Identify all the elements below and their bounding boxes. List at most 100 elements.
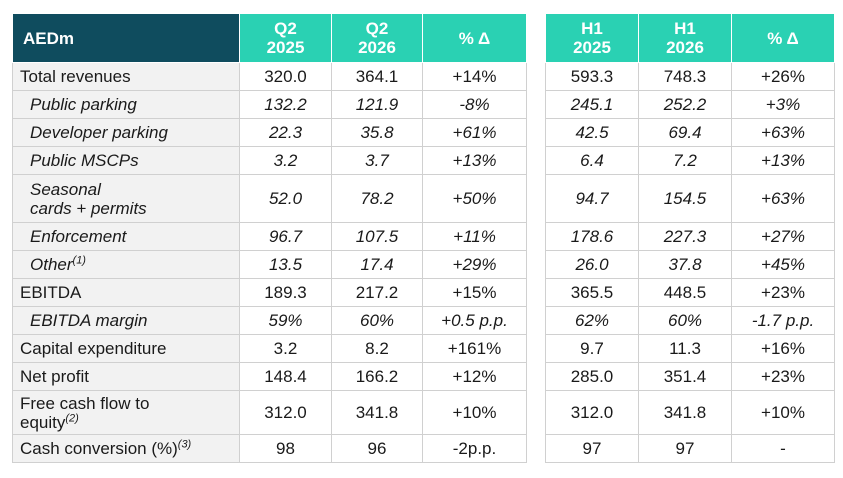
cell-h1-2025: 94.7 (545, 174, 639, 223)
footnote-marker: (3) (177, 438, 192, 451)
row-label: Developer parking (12, 118, 240, 147)
cell-q-delta: +161% (422, 334, 527, 363)
cell-q-delta: -2p.p. (422, 434, 527, 463)
row-label: Enforcement (12, 222, 240, 251)
header-h1-2025: H1 2025 (545, 13, 639, 63)
table-row: Capital expenditure 3.2 8.2 +161% (12, 334, 527, 363)
cell-h-delta: - (731, 434, 835, 463)
header-row: H1 2025 H1 2026 % Δ (545, 13, 835, 63)
cell-q2-2026: 166.2 (331, 362, 423, 391)
cell-h1-2025: 178.6 (545, 222, 639, 251)
cell-q-delta: +15% (422, 278, 527, 307)
table-row: Cash conversion (%)(3) 98 96 -2p.p. (12, 434, 527, 463)
cell-h1-2026: 748.3 (638, 62, 732, 91)
cell-q-delta: +11% (422, 222, 527, 251)
quarterly-table: AEDm Q2 2025 Q2 2026 % Δ Total revenues 320… (12, 13, 527, 463)
cell-h-delta: +63% (731, 174, 835, 223)
cell-h-delta: +45% (731, 250, 835, 279)
table-row: Enforcement 96.7 107.5 +11% (12, 222, 527, 251)
table-row: Public parking 132.2 121.9 -8% (12, 90, 527, 119)
row-label: Cash conversion (%)(3) (12, 434, 240, 463)
cell-h1-2026: 37.8 (638, 250, 732, 279)
cell-q2-2025: 13.5 (239, 250, 332, 279)
row-label: EBITDA margin (12, 306, 240, 335)
table-row: 365.5 448.5 +23% (545, 278, 835, 307)
cell-h-delta: +27% (731, 222, 835, 251)
cell-q2-2026: 341.8 (331, 390, 423, 435)
cell-q2-2025: 96.7 (239, 222, 332, 251)
header-q-delta: % Δ (422, 13, 527, 63)
cell-h1-2026: 7.2 (638, 146, 732, 175)
cell-h1-2026: 252.2 (638, 90, 732, 119)
cell-h1-2026: 448.5 (638, 278, 732, 307)
cell-h1-2025: 62% (545, 306, 639, 335)
cell-h1-2025: 26.0 (545, 250, 639, 279)
table-row: 245.1 252.2 +3% (545, 90, 835, 119)
table-row: Total revenues 320.0 364.1 +14% (12, 62, 527, 91)
cell-q2-2025: 3.2 (239, 146, 332, 175)
table-row: Seasonal cards + permits 52.0 78.2 +50% (12, 174, 527, 223)
table-row: 94.7 154.5 +63% (545, 174, 835, 223)
table-row: 26.0 37.8 +45% (545, 250, 835, 279)
cell-h1-2026: 60% (638, 306, 732, 335)
row-label-text: EBITDA margin (30, 311, 148, 330)
cell-h1-2026: 69.4 (638, 118, 732, 147)
cell-h1-2025: 42.5 (545, 118, 639, 147)
cell-q-delta: -8% (422, 90, 527, 119)
cell-q2-2026: 17.4 (331, 250, 423, 279)
cell-h1-2025: 312.0 (545, 390, 639, 435)
cell-q-delta: +29% (422, 250, 527, 279)
cell-q-delta: +0.5 p.p. (422, 306, 527, 335)
row-label-text: Capital expenditure (20, 339, 167, 358)
cell-q-delta: +13% (422, 146, 527, 175)
cell-q2-2025: 59% (239, 306, 332, 335)
footnote-marker: (2) (65, 411, 79, 424)
cell-h1-2025: 97 (545, 434, 639, 463)
cell-h-delta: +13% (731, 146, 835, 175)
row-label: Free cash flow to equity(2) (12, 390, 240, 435)
table-row: Other(1) 13.5 17.4 +29% (12, 250, 527, 279)
row-label: Capital expenditure (12, 334, 240, 363)
cell-q2-2025: 132.2 (239, 90, 332, 119)
cell-h-delta: +63% (731, 118, 835, 147)
header-corner: AEDm (12, 13, 240, 63)
row-label: Net profit (12, 362, 240, 391)
row-label-text: Public parking (30, 95, 137, 114)
cell-q-delta: +14% (422, 62, 527, 91)
row-label-text: Free cash flow to (20, 393, 150, 413)
table-row: 593.3 748.3 +26% (545, 62, 835, 91)
row-label: Total revenues (12, 62, 240, 91)
table-row: 9.7 11.3 +16% (545, 334, 835, 363)
cell-q2-2026: 8.2 (331, 334, 423, 363)
cell-q2-2025: 148.4 (239, 362, 332, 391)
cell-h-delta: +23% (731, 362, 835, 391)
row-label: EBITDA (12, 278, 240, 307)
row-label-text: Net profit (20, 367, 89, 386)
table-row: Public MSCPs 3.2 3.7 +13% (12, 146, 527, 175)
header-h-delta: % Δ (731, 13, 835, 63)
cell-q2-2026: 60% (331, 306, 423, 335)
cell-h1-2025: 365.5 (545, 278, 639, 307)
cell-h-delta: +3% (731, 90, 835, 119)
table-row: 312.0 341.8 +10% (545, 390, 835, 435)
cell-h-delta: +10% (731, 390, 835, 435)
row-label-text: Developer parking (30, 123, 168, 142)
cell-q2-2025: 320.0 (239, 62, 332, 91)
header-q2-2026: Q2 2026 (331, 13, 423, 63)
cell-h-delta: -1.7 p.p. (731, 306, 835, 335)
cell-q-delta: +50% (422, 174, 527, 223)
row-label-text: Total revenues (20, 67, 131, 86)
row-label-text-line2: equity (20, 412, 66, 432)
cell-h-delta: +26% (731, 62, 835, 91)
cell-q2-2025: 189.3 (239, 278, 332, 307)
table-row: 6.4 7.2 +13% (545, 146, 835, 175)
table-row: Net profit 148.4 166.2 +12% (12, 362, 527, 391)
cell-h1-2026: 227.3 (638, 222, 732, 251)
cell-q-delta: +12% (422, 362, 527, 391)
cell-q-delta: +10% (422, 390, 527, 435)
footnote-marker: (1) (72, 254, 86, 267)
cell-h1-2025: 9.7 (545, 334, 639, 363)
cell-q2-2025: 312.0 (239, 390, 332, 435)
header-q2-2025: Q2 2025 (239, 13, 332, 63)
cell-q2-2025: 52.0 (239, 174, 332, 223)
